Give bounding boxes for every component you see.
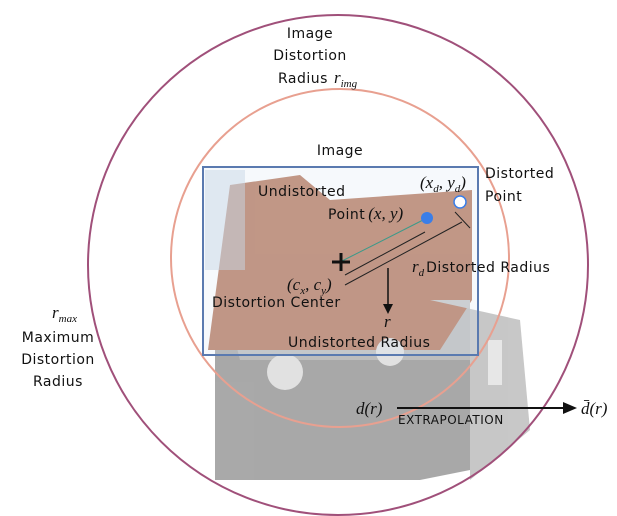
label: Distortion Center — [212, 295, 341, 311]
label: Distorted — [485, 166, 554, 182]
undistorted-point-marker — [421, 212, 433, 224]
text-part: Point — [328, 207, 365, 223]
text-part: Distorted Radius — [426, 260, 550, 276]
coords: (cx, cy) — [287, 275, 332, 297]
symbol: d̄(r) — [581, 399, 608, 418]
symbol: rmax — [52, 303, 77, 325]
text-part: ) — [459, 173, 466, 192]
label: Maximum — [22, 330, 94, 346]
text-part: (x, y) — [368, 204, 403, 223]
text-part: , c — [305, 275, 322, 294]
text-part: ) — [325, 275, 332, 294]
label: Undistorted — [258, 184, 346, 200]
label: Undistorted Radius — [288, 335, 430, 351]
text-part: Radius — [278, 71, 328, 87]
distorted-point-marker — [454, 196, 466, 208]
image-label: Image — [317, 143, 363, 159]
label: Image — [287, 26, 333, 42]
label: EXTRAPOLATION — [398, 413, 504, 427]
symbol: r — [384, 312, 391, 331]
text-part: , y — [439, 173, 456, 192]
symbol: d(r) — [356, 399, 383, 418]
text-part: (c — [287, 275, 301, 294]
coords: (xd, yd) — [420, 173, 466, 195]
label: Point — [485, 189, 522, 205]
arrowhead — [563, 402, 577, 414]
text-part: img — [341, 78, 358, 90]
diagram: Image Distortion Radiusrimg Image Undist… — [0, 0, 617, 516]
label: Distortion — [273, 48, 347, 64]
text-part: d — [419, 267, 425, 279]
label: Distortion — [21, 352, 95, 368]
text-part: max — [59, 313, 77, 325]
label: Radius — [33, 374, 83, 390]
text-part: (x — [420, 173, 434, 192]
